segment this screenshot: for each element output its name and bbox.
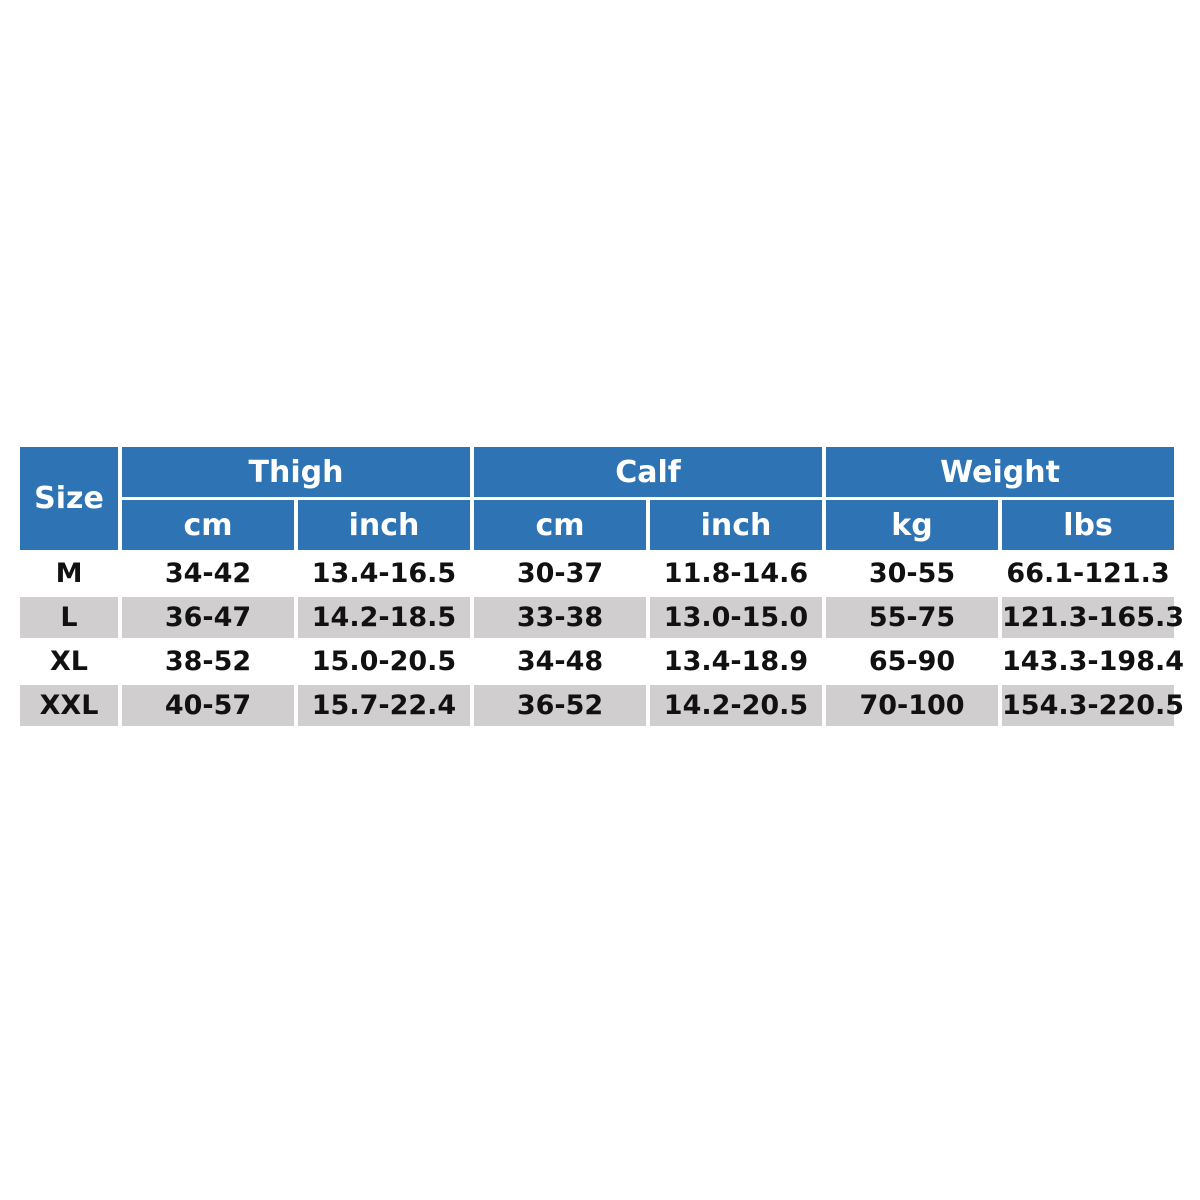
size-cell: XL: [49, 646, 89, 677]
cell: 11.8-14.6: [663, 558, 809, 589]
group-header: Weight: [826, 447, 1175, 497]
table-row: M 34-42 13.4-16.5 30-37 11.8-14.6 30-55 66.1-1…: [20, 553, 1174, 594]
cell: 15.7-22.4: [298, 685, 470, 726]
table-body: M 34-42 13.4-16.5 30-37 11.8-14.6 30-55 66.1-1…: [20, 553, 1185, 726]
cell: 36-47: [122, 597, 294, 638]
cell: 15.0-20.5: [311, 646, 457, 677]
table-row: L 36-47 14.2-18.5 33-38 13.0-15.0 55-75 121.3-…: [20, 597, 1184, 638]
size-cell: M: [55, 558, 83, 589]
unit-header: inch: [298, 500, 470, 550]
cell: 40-57: [122, 685, 294, 726]
cell: 154.3-220.5: [1002, 685, 1184, 726]
table-row: XXL 40-57 15.7-22.4 36-52 14.2-20.5 70-100 154…: [20, 685, 1184, 726]
cell: 33-38: [474, 597, 646, 638]
table-row: XL 38-52 15.0-20.5 34-48 13.4-18.9 65-90 143.3…: [20, 641, 1185, 682]
cell: 14.2-18.5: [298, 597, 470, 638]
cell: 13.0-15.0: [650, 597, 823, 638]
unit-header: cm: [474, 500, 646, 550]
unit-header: kg: [826, 500, 999, 550]
cell: 36-52: [474, 685, 646, 726]
cell: 38-52: [164, 646, 252, 677]
size-cell: XXL: [20, 685, 118, 726]
unit-header: lbs: [1002, 500, 1175, 550]
group-header: Thigh: [122, 447, 470, 497]
cell: 55-75: [826, 597, 999, 638]
group-header: Calf: [474, 447, 823, 497]
cell: 34-48: [516, 646, 604, 677]
size-header: Size: [20, 447, 118, 550]
cell: 14.2-20.5: [650, 685, 823, 726]
table-header: Size Thigh Calf Weight cm inch cm inch kg lbs: [20, 447, 1175, 550]
cell: 13.4-18.9: [663, 646, 809, 677]
cell: 34-42: [164, 558, 252, 589]
unit-header: inch: [650, 500, 823, 550]
cell: 13.4-16.5: [311, 558, 457, 589]
size-cell: L: [20, 597, 118, 638]
unit-header: cm: [122, 500, 294, 550]
cell: 121.3-165.3: [1002, 597, 1184, 638]
cell: 65-90: [868, 646, 956, 677]
cell: 30-37: [516, 558, 604, 589]
cell: 143.3-198.4: [1002, 646, 1185, 677]
cell: 66.1-121.3: [1006, 558, 1170, 589]
cell: 70-100: [826, 685, 999, 726]
cell: 30-55: [868, 558, 956, 589]
